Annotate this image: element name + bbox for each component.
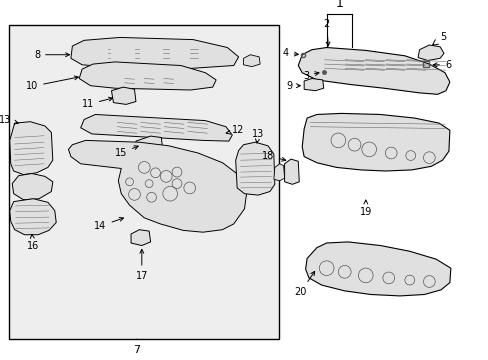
- Text: 15: 15: [115, 146, 138, 158]
- Polygon shape: [305, 242, 450, 296]
- Text: 14: 14: [94, 217, 123, 231]
- Polygon shape: [273, 164, 284, 181]
- Polygon shape: [284, 159, 299, 184]
- Text: 12: 12: [226, 125, 244, 135]
- Polygon shape: [298, 48, 449, 94]
- Polygon shape: [243, 55, 260, 67]
- Text: 8: 8: [34, 50, 69, 60]
- Text: 4: 4: [282, 48, 298, 58]
- Polygon shape: [302, 113, 449, 171]
- Polygon shape: [235, 142, 274, 195]
- Text: 13: 13: [251, 129, 264, 143]
- Text: 1: 1: [335, 0, 343, 10]
- Polygon shape: [10, 122, 53, 175]
- Polygon shape: [81, 114, 232, 141]
- Text: 9: 9: [285, 81, 300, 91]
- Text: 20: 20: [294, 271, 314, 297]
- Text: 10: 10: [26, 76, 78, 91]
- Text: 7: 7: [133, 339, 140, 355]
- Polygon shape: [417, 45, 443, 60]
- Text: 11: 11: [81, 97, 112, 109]
- Text: 16: 16: [27, 234, 40, 251]
- Polygon shape: [10, 199, 56, 235]
- Polygon shape: [131, 230, 150, 246]
- Polygon shape: [304, 78, 323, 91]
- Polygon shape: [79, 62, 216, 90]
- Text: 6: 6: [432, 60, 450, 70]
- Text: 3: 3: [302, 71, 318, 81]
- Polygon shape: [68, 140, 246, 232]
- Text: 13: 13: [0, 114, 18, 125]
- Text: 17: 17: [135, 249, 148, 281]
- Text: 18: 18: [261, 150, 285, 161]
- Polygon shape: [71, 37, 238, 68]
- Polygon shape: [12, 174, 53, 200]
- Polygon shape: [136, 136, 162, 149]
- Text: 19: 19: [359, 200, 371, 217]
- Polygon shape: [111, 87, 136, 104]
- Text: 2: 2: [323, 19, 329, 46]
- Text: 5: 5: [439, 32, 446, 42]
- Polygon shape: [9, 25, 278, 339]
